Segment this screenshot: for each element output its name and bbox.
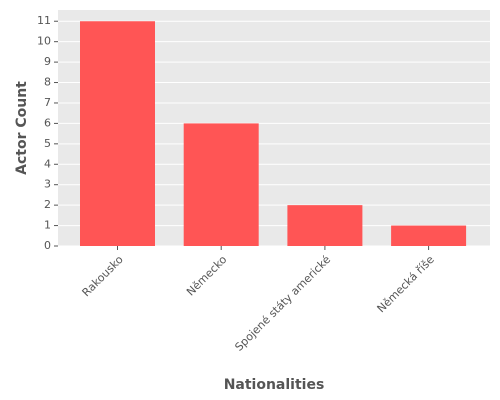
y-tick-label: 10 (37, 35, 51, 48)
x-tick-label: Německá říše (375, 253, 437, 315)
y-tick-label: 2 (44, 198, 51, 211)
x-tick-label: Německo (184, 253, 230, 299)
y-tick-label: 9 (44, 55, 51, 68)
y-tick-label: 3 (44, 178, 51, 191)
bar (80, 21, 155, 246)
x-tick-label: Spojené státy americké (232, 253, 333, 354)
y-tick-label: 1 (44, 219, 51, 232)
bar (183, 123, 259, 246)
y-tick-label: 7 (44, 96, 51, 109)
y-axis-label: Actor Count (14, 81, 30, 175)
y-tick-label: 6 (44, 116, 51, 129)
y-tick-label: 8 (44, 76, 51, 89)
x-axis-label: Nationalities (224, 377, 325, 393)
bar (287, 205, 363, 246)
y-tick-label: 5 (44, 137, 51, 150)
bar (391, 225, 467, 246)
y-tick-label: 4 (44, 157, 51, 170)
y-tick-label: 0 (44, 239, 51, 252)
x-tick-label: Rakousko (80, 253, 126, 299)
y-tick-label: 11 (37, 14, 51, 27)
